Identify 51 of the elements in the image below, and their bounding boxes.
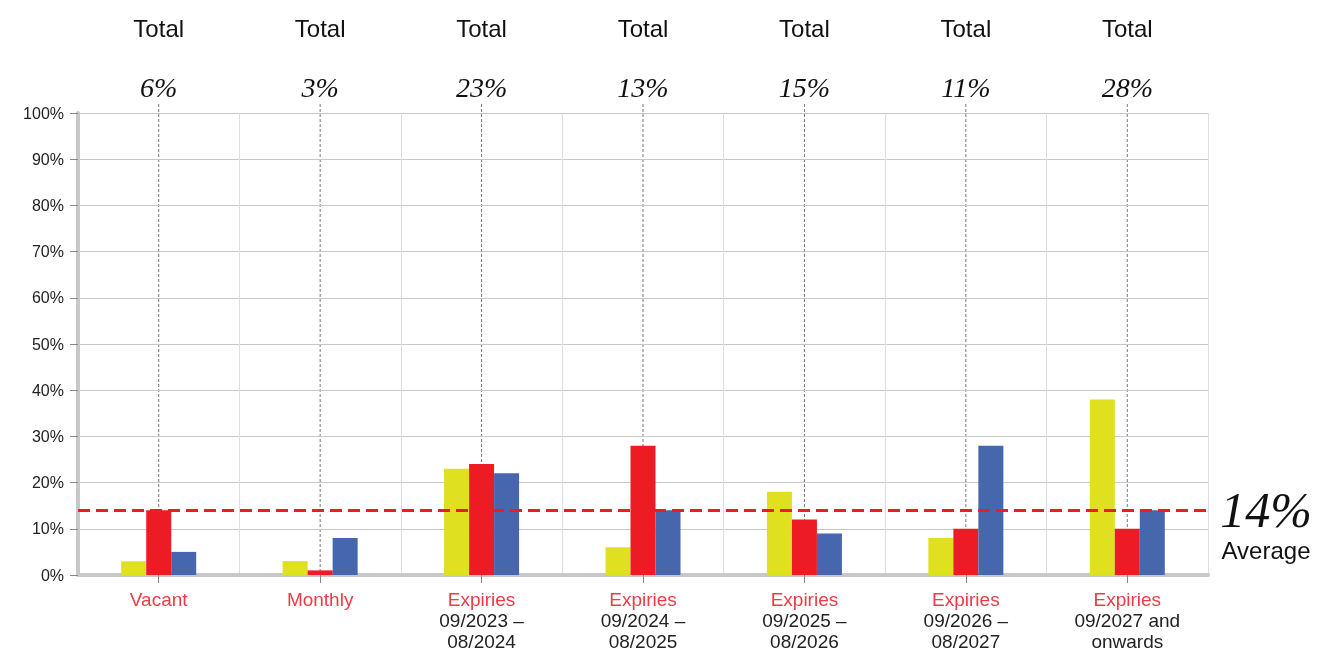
text: Total bbox=[779, 14, 830, 42]
bar bbox=[307, 570, 333, 575]
text: Total bbox=[617, 14, 669, 42]
y-tick-label: 30% bbox=[31, 427, 64, 445]
bar bbox=[953, 528, 979, 575]
y-tick-label: 80% bbox=[31, 196, 64, 214]
text: 23% bbox=[455, 71, 508, 103]
y-tick-label: 90% bbox=[31, 150, 64, 168]
x-tick-label: Expiries 09/2024 – 08/2025 bbox=[600, 589, 686, 652]
x-tick-label: Expiries 09/2027 and onwards bbox=[1074, 589, 1181, 652]
x-tick-label: Expiries 09/2026 – 08/2027 bbox=[923, 589, 1009, 652]
text: Total bbox=[1101, 14, 1153, 42]
y-tick-label: 20% bbox=[31, 474, 64, 492]
y-tick-label: 0% bbox=[40, 566, 64, 584]
bar bbox=[655, 510, 681, 575]
bar bbox=[978, 445, 1004, 575]
text: Total bbox=[456, 14, 507, 42]
text: Total bbox=[940, 14, 992, 42]
text: 6% bbox=[140, 71, 178, 103]
y-tick-label: 50% bbox=[31, 335, 64, 353]
y-tick-label: 10% bbox=[31, 520, 64, 538]
bar bbox=[816, 533, 842, 575]
bar bbox=[1114, 528, 1140, 575]
x-tick-label: Expiries 09/2025 – 08/2026 bbox=[762, 589, 848, 652]
bar bbox=[121, 561, 147, 575]
y-tick-label: 60% bbox=[31, 289, 64, 307]
y-tick-label: 40% bbox=[31, 381, 64, 399]
bar bbox=[282, 561, 308, 575]
x-tick-label: Monthly bbox=[286, 589, 354, 610]
text: Total bbox=[133, 14, 185, 42]
y-tick-label: 70% bbox=[31, 243, 64, 261]
text: 3% bbox=[300, 71, 339, 103]
bar bbox=[791, 519, 817, 575]
bar bbox=[605, 547, 631, 575]
text: 11% bbox=[941, 71, 991, 103]
bar bbox=[928, 538, 954, 575]
bar bbox=[766, 491, 792, 575]
text: 13% bbox=[617, 71, 669, 103]
text: 15% bbox=[778, 71, 831, 103]
ref-line-label: 14% Average bbox=[1220, 482, 1312, 564]
text: Total bbox=[294, 14, 346, 42]
bar bbox=[1139, 510, 1165, 575]
bar bbox=[171, 551, 197, 575]
text: 28% bbox=[1101, 71, 1153, 103]
x-tick-label: Expiries 09/2023 – 08/2024 bbox=[439, 589, 525, 652]
bar bbox=[1089, 399, 1115, 575]
bar bbox=[494, 473, 520, 575]
y-tick-label: 100% bbox=[23, 104, 64, 122]
bar bbox=[444, 468, 470, 575]
x-tick-label: Vacant bbox=[129, 589, 189, 610]
bar bbox=[332, 538, 358, 575]
